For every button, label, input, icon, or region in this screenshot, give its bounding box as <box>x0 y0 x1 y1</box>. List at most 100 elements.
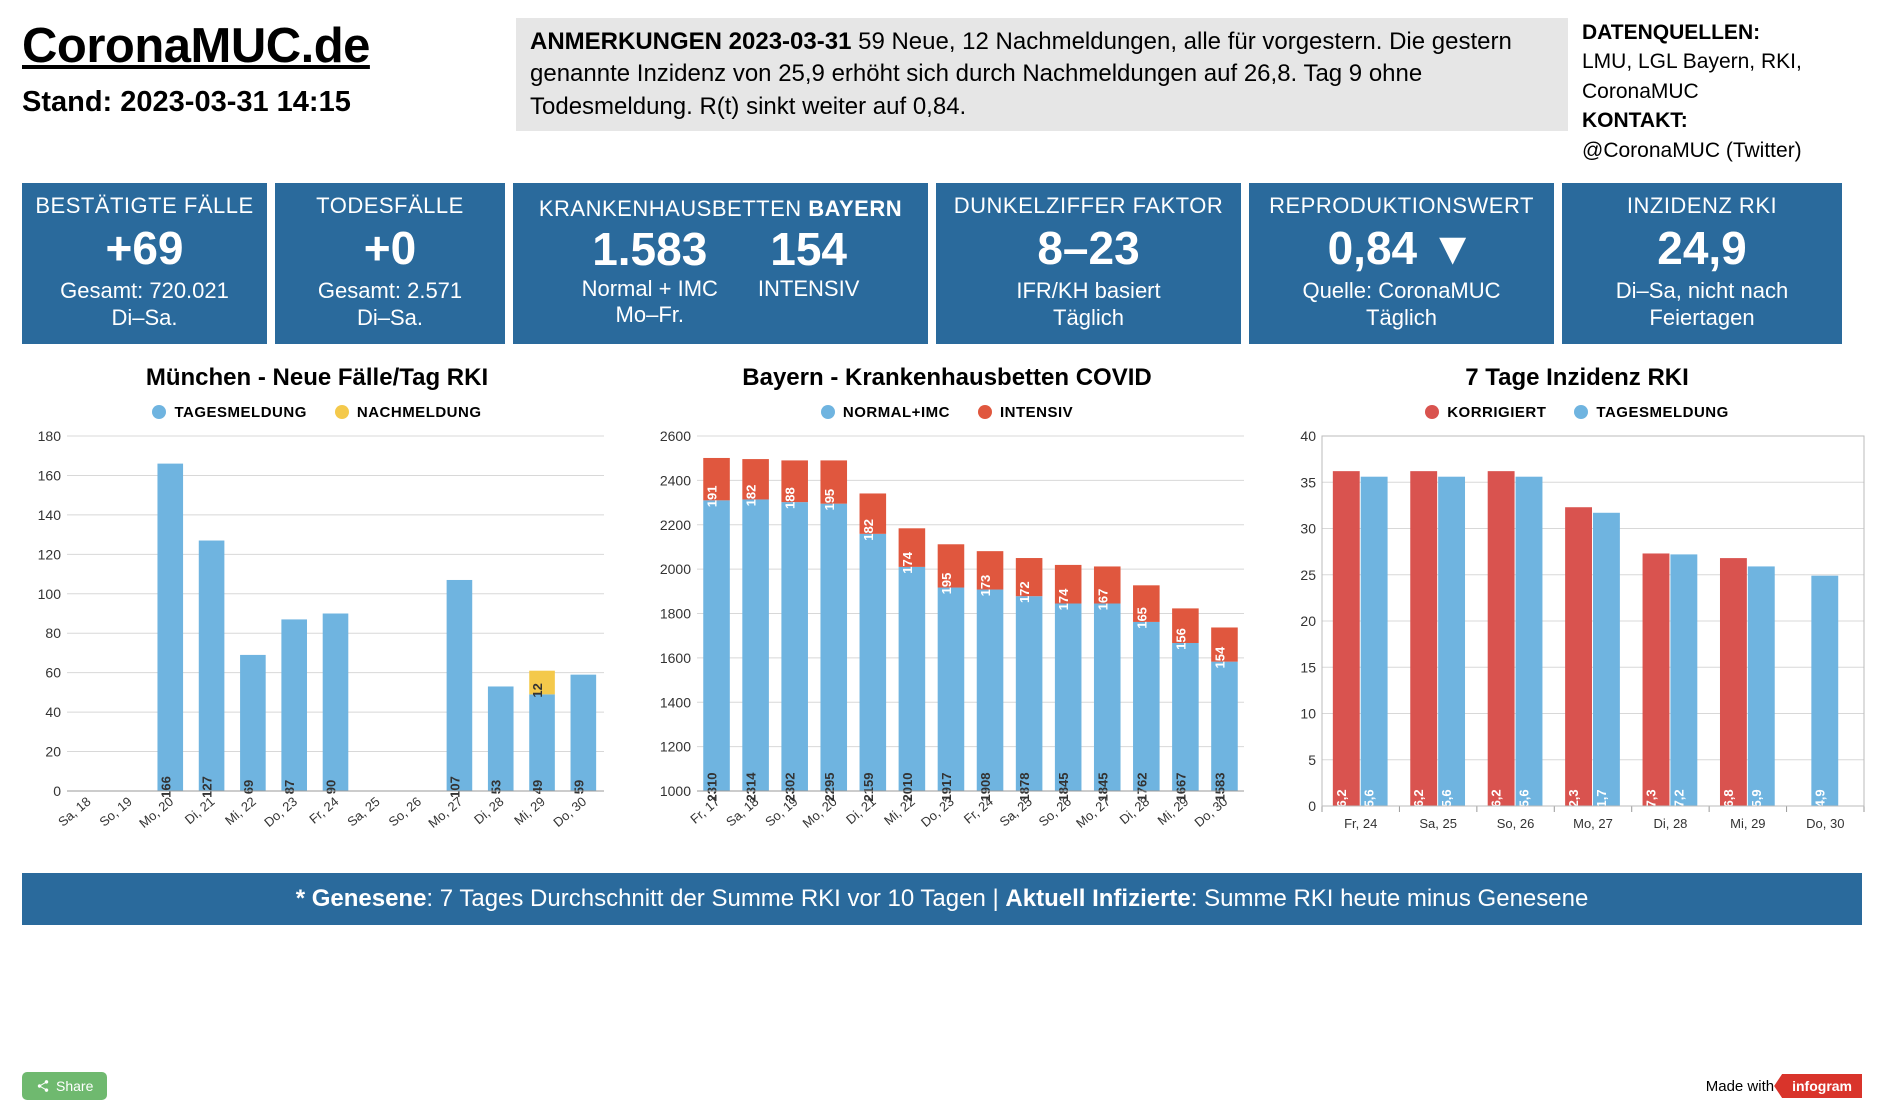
svg-text:160: 160 <box>38 467 62 483</box>
card-beds: KRANKENHAUSBETTEN BAYERN 1.583Normal + I… <box>513 183 928 344</box>
card-title: DUNKELZIFFER FAKTOR <box>942 193 1235 219</box>
svg-text:173: 173 <box>978 575 993 597</box>
svg-text:20: 20 <box>1300 613 1316 629</box>
legend-dot-icon <box>978 405 992 419</box>
svg-text:25: 25 <box>1300 567 1316 583</box>
legend-dot-icon <box>152 405 166 419</box>
legend-label: NACHMELDUNG <box>357 404 482 421</box>
card-sub2: Täglich <box>942 304 1235 332</box>
svg-text:Mi, 29: Mi, 29 <box>1730 816 1765 831</box>
svg-text:165: 165 <box>1134 607 1149 629</box>
svg-text:2200: 2200 <box>660 517 691 533</box>
chart2-legend: NORMAL+IMC INTENSIV <box>642 404 1252 421</box>
svg-text:So, 19: So, 19 <box>762 794 800 830</box>
svg-text:2000: 2000 <box>660 561 691 577</box>
svg-text:1800: 1800 <box>660 605 691 621</box>
made-with[interactable]: Made with infogram <box>1706 1074 1862 1098</box>
card-sub2: Di–Sa. <box>28 304 261 332</box>
svg-text:140: 140 <box>38 507 62 523</box>
notes-box: ANMERKUNGEN 2023-03-31 59 Neue, 12 Nachm… <box>516 18 1568 131</box>
svg-text:53: 53 <box>489 780 504 794</box>
svg-text:180: 180 <box>38 431 62 444</box>
svg-text:49: 49 <box>530 780 545 794</box>
sources-label: DATENQUELLEN: <box>1582 21 1760 44</box>
contact-body: @CoronaMUC (Twitter) <box>1582 139 1802 162</box>
card-sub: Quelle: CoronaMUC <box>1255 277 1548 305</box>
svg-text:Do, 30: Do, 30 <box>550 794 589 830</box>
card-title: INZIDENZ RKI <box>1568 193 1836 219</box>
svg-text:Mo, 20: Mo, 20 <box>136 794 176 831</box>
share-button[interactable]: Share <box>22 1072 107 1100</box>
svg-text:So, 26: So, 26 <box>386 794 424 830</box>
svg-text:Sa, 18: Sa, 18 <box>723 794 761 830</box>
svg-text:1200: 1200 <box>660 739 691 755</box>
svg-text:195: 195 <box>822 489 837 511</box>
card-title: KRANKENHAUSBETTEN BAYERN <box>519 196 922 222</box>
beds-normal-value: 1.583 <box>582 222 718 276</box>
beds-icu-value: 154 <box>758 222 859 276</box>
svg-text:87: 87 <box>282 780 297 794</box>
svg-text:60: 60 <box>45 665 61 681</box>
svg-text:27,2: 27,2 <box>1671 789 1686 814</box>
svg-text:15: 15 <box>1300 659 1316 675</box>
chart3-legend: KORRIGIERT TAGESMELDUNG <box>1282 404 1872 421</box>
svg-text:1400: 1400 <box>660 694 691 710</box>
footer-b: : 7 Tages Durchschnitt der Summe RKI vor… <box>426 885 1005 912</box>
svg-text:Sa, 18: Sa, 18 <box>55 794 93 830</box>
chart2-title: Bayern - Krankenhausbetten COVID <box>642 364 1252 392</box>
svg-text:Mo, 27: Mo, 27 <box>1573 816 1613 831</box>
svg-text:27,3: 27,3 <box>1643 789 1658 814</box>
svg-text:Mo, 20: Mo, 20 <box>800 794 840 831</box>
svg-text:Sa, 25: Sa, 25 <box>344 794 382 830</box>
svg-text:Sa, 25: Sa, 25 <box>1419 816 1457 831</box>
share-label: Share <box>56 1078 93 1094</box>
svg-text:195: 195 <box>939 573 954 595</box>
svg-text:0: 0 <box>1308 798 1316 814</box>
svg-text:35,6: 35,6 <box>1517 789 1532 814</box>
legend-label: TAGESMELDUNG <box>174 404 306 421</box>
svg-text:191: 191 <box>705 485 720 507</box>
svg-text:20: 20 <box>45 744 61 760</box>
chart2-svg: 1000120014001600180020002200240026002310… <box>642 431 1252 851</box>
svg-text:31,7: 31,7 <box>1594 789 1609 814</box>
chart3-title: 7 Tage Inzidenz RKI <box>1282 364 1872 392</box>
card-rvalue: REPRODUKTIONSWERT 0,84 ▼ Quelle: CoronaM… <box>1249 183 1554 344</box>
card-value: 24,9 <box>1568 221 1836 275</box>
svg-text:80: 80 <box>45 625 61 641</box>
card-title: BESTÄTIGTE FÄLLE <box>28 193 261 219</box>
svg-text:26,8: 26,8 <box>1721 789 1736 814</box>
card-sub: IFR/KH basiert <box>942 277 1235 305</box>
svg-text:174: 174 <box>900 551 915 573</box>
svg-text:25,9: 25,9 <box>1749 789 1764 814</box>
svg-text:120: 120 <box>38 546 62 562</box>
stand-label: Stand: 2023-03-31 14:15 <box>22 86 502 119</box>
chart1-legend: TAGESMELDUNG NACHMELDUNG <box>22 404 612 421</box>
footer-a: * Genesene <box>296 885 427 912</box>
chart1-svg: 020406080100120140160180Sa, 18So, 19166M… <box>22 431 612 851</box>
svg-text:Mo, 27: Mo, 27 <box>1073 794 1113 831</box>
card-value: 8–23 <box>942 221 1235 275</box>
card-sub: Gesamt: 2.571 <box>281 277 499 305</box>
svg-text:35,6: 35,6 <box>1362 789 1377 814</box>
notes-prefix: ANMERKUNGEN 2023-03-31 <box>530 28 851 55</box>
svg-text:36,2: 36,2 <box>1334 789 1349 814</box>
svg-text:40: 40 <box>45 704 61 720</box>
card-sub: Di–Sa, nicht nach <box>1568 277 1836 305</box>
beds-normal-label2: Mo–Fr. <box>582 302 718 328</box>
footer-c: Aktuell Infizierte <box>1005 885 1190 912</box>
svg-text:154: 154 <box>1212 646 1227 668</box>
card-deaths: TODESFÄLLE +0 Gesamt: 2.571 Di–Sa. <box>275 183 505 344</box>
site-title[interactable]: CoronaMUC.de <box>22 18 502 74</box>
contact-label: KONTAKT: <box>1582 109 1688 132</box>
svg-text:156: 156 <box>1173 628 1188 650</box>
svg-text:Di, 28: Di, 28 <box>471 794 507 827</box>
card-sub2: Di–Sa. <box>281 304 499 332</box>
svg-text:So, 19: So, 19 <box>96 794 134 830</box>
legend-dot-icon <box>821 405 835 419</box>
svg-text:Mi, 29: Mi, 29 <box>511 794 548 828</box>
svg-text:36,2: 36,2 <box>1489 789 1504 814</box>
card-value: +69 <box>28 221 261 275</box>
sources-block: DATENQUELLEN: LMU, LGL Bayern, RKI, Coro… <box>1582 18 1862 165</box>
svg-text:So, 26: So, 26 <box>1497 816 1535 831</box>
svg-text:Mo, 27: Mo, 27 <box>425 794 465 831</box>
